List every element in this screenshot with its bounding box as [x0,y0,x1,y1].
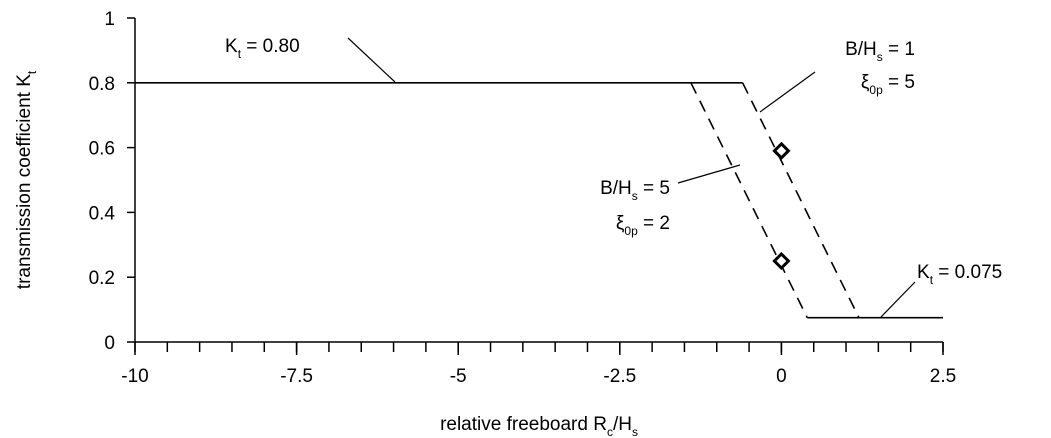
annotation-part: K [225,36,238,57]
x-axis-label-part: relative freeboard R [440,414,607,435]
annotation: B/Hs = 1 [845,39,915,64]
y-tick-label: 1 [104,9,115,30]
x-tick-label: -5 [450,366,467,387]
leader-line [759,71,816,113]
annotation-part: = 2 [638,213,670,234]
annotation-part: = 0.075 [933,262,1002,283]
annotation-part: = 5 [883,72,915,93]
annotation-sub: 0p [624,224,638,238]
x-tick-label: -2.5 [603,366,636,387]
y-tick-label: 0.6 [89,139,115,160]
annotation-part: ξ [616,213,625,234]
annotation-part: B/H [600,178,632,199]
y-tick-label: 0 [104,333,115,354]
annotation: Kt = 0.075 [917,262,1002,287]
annotation-part: = 0.80 [241,36,300,57]
annotation: Kt = 0.80 [225,36,300,61]
annotation-sub: s [632,189,638,203]
annotation-part: K [917,262,930,283]
data-point [772,141,791,160]
x-axis-label-sub: c [607,425,613,438]
y-tick-label: 0.4 [89,203,116,224]
x-tick-label: -10 [121,366,148,387]
y-tick-label: 0.2 [89,268,115,289]
leader-line [879,281,916,319]
annotation-part: ξ [861,72,870,93]
annotation-sub: t [930,273,934,287]
annotation: B/Hs = 5 [600,178,670,203]
annotation-part: = 1 [883,39,915,60]
x-axis-label-part: /H [613,414,632,435]
y-tick-label: 0.8 [89,74,115,95]
annotation-sub: s [877,50,883,64]
y-axis-label: transmission coefficient Kt [14,70,39,289]
y-axis-label-sub: t [25,70,39,74]
annotation-part: = 5 [638,178,670,199]
data-point [772,251,791,271]
annotation: ξ0p = 5 [861,72,915,97]
annotation-sub: t [238,47,242,61]
x-axis-label-sub: s [632,425,638,438]
annotation-sub: 0p [869,83,883,97]
annotation-part: B/H [845,39,877,60]
x-tick-label: 2.5 [930,366,956,387]
leader-line [347,37,396,83]
series-line [741,82,860,319]
series-line [690,82,808,319]
leader-line [677,164,741,184]
x-tick-label: 0 [776,366,787,387]
y-axis-label-part: transmission coefficient K [14,74,35,289]
annotation: ξ0p = 2 [616,213,670,238]
x-axis-label: relative freeboard Rc/Hs [440,414,638,438]
x-tick-label: -7.5 [280,366,313,387]
